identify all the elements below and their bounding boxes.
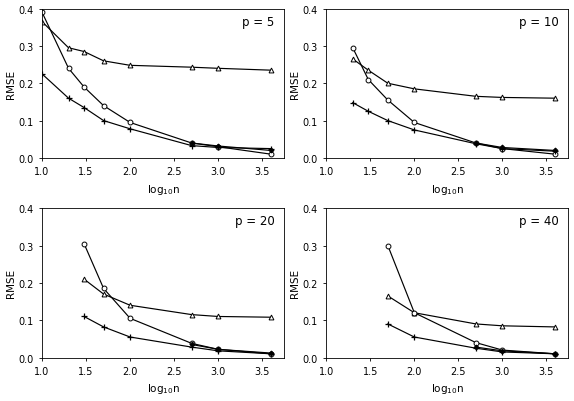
Text: p = 10: p = 10 (519, 16, 559, 28)
Text: p = 20: p = 20 (235, 215, 274, 228)
Y-axis label: RMSE: RMSE (290, 69, 300, 99)
X-axis label: log$_{10}$n: log$_{10}$n (146, 182, 180, 196)
Text: p = 5: p = 5 (242, 16, 274, 28)
Text: p = 40: p = 40 (519, 215, 559, 228)
X-axis label: log$_{10}$n: log$_{10}$n (430, 381, 464, 395)
X-axis label: log$_{10}$n: log$_{10}$n (430, 182, 464, 196)
X-axis label: log$_{10}$n: log$_{10}$n (146, 381, 180, 395)
Y-axis label: RMSE: RMSE (6, 69, 15, 99)
Y-axis label: RMSE: RMSE (6, 269, 15, 298)
Y-axis label: RMSE: RMSE (290, 269, 300, 298)
